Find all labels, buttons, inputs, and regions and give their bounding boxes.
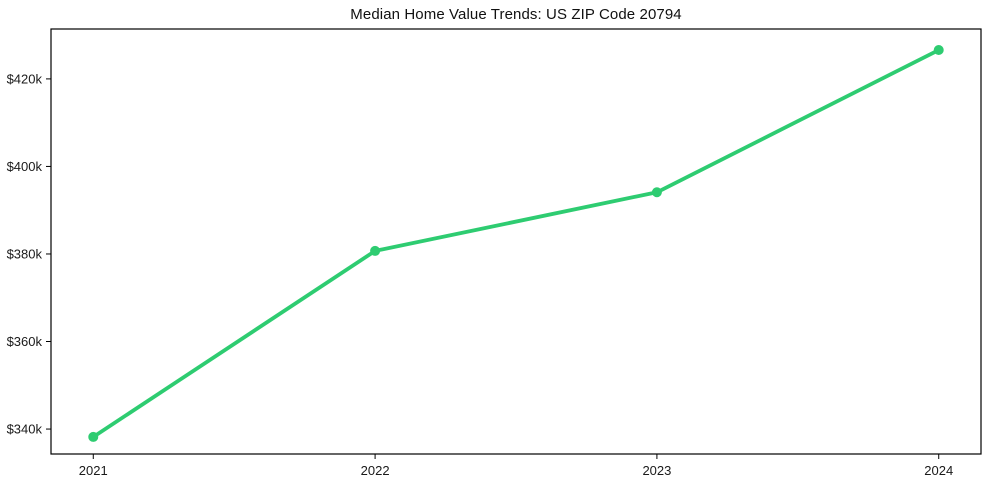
x-tick-label: 2023	[642, 463, 671, 478]
y-tick-label: $420k	[7, 71, 43, 86]
x-tick-label: 2022	[361, 463, 390, 478]
x-tick-label: 2024	[924, 463, 953, 478]
trend-line	[91, 48, 941, 439]
data-point-marker	[651, 187, 662, 198]
data-point-marker	[933, 45, 944, 56]
x-tick-label: 2021	[79, 463, 108, 478]
y-tick-label: $380k	[7, 246, 43, 261]
y-tick-label: $340k	[7, 422, 43, 437]
chart-title: Median Home Value Trends: US ZIP Code 20…	[350, 6, 682, 23]
plot-frame	[50, 28, 982, 455]
y-tick-label: $400k	[7, 159, 43, 174]
y-tick-label: $360k	[7, 334, 43, 349]
data-point-marker	[88, 431, 99, 442]
data-point-marker	[370, 245, 381, 256]
